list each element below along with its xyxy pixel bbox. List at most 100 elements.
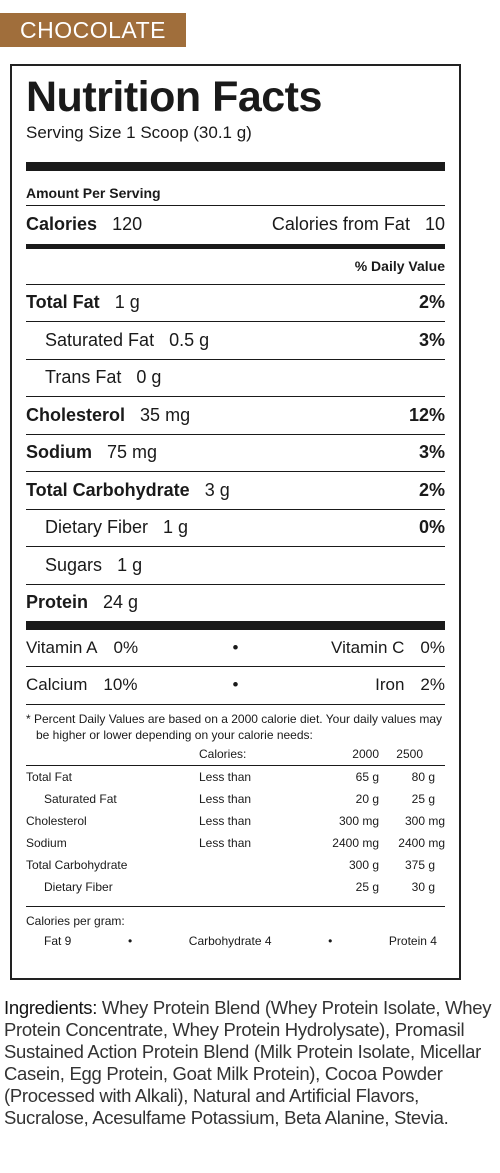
row-value-2500: 30 g — [411, 879, 435, 894]
nutrient-amount: 75 mg — [107, 442, 158, 463]
cpg-protein: Protein 4 — [388, 933, 437, 948]
nutrient-label: Total Fat — [26, 292, 100, 313]
nutrient-label: Protein — [26, 592, 89, 612]
calories-from-fat-value: 10 — [424, 214, 445, 235]
calories-header: Calories: — [199, 746, 247, 761]
bullet-separator: • — [127, 933, 133, 948]
amount-per-serving-row: Amount Per Serving — [26, 171, 445, 206]
divider-thick — [26, 620, 445, 630]
nutrient-row-cholesterol: Cholesterol 35 mg 12% — [26, 397, 445, 435]
calories-per-gram: Calories per gram: Fat 9 • Carbohydrate … — [26, 907, 445, 951]
bullet-separator: • — [328, 933, 333, 948]
row-name: Saturated Fat — [44, 791, 117, 806]
row-value-2000: 300 mg — [338, 813, 379, 828]
row-value-2500: 25 g — [411, 791, 435, 806]
nutrient-label: Sugars — [45, 554, 103, 575]
row-name: Total Fat — [26, 769, 73, 784]
divider-thick — [26, 162, 445, 171]
row-value-2500: 80 g — [411, 769, 435, 784]
ingredients-label: Ingredients: — [4, 997, 98, 1018]
vitamin-value: 2% — [420, 675, 445, 695]
nutrient-dv: 0% — [418, 517, 445, 538]
row-name: Dietary Fiber — [44, 879, 113, 894]
row-value-2000: 25 g — [355, 879, 379, 894]
table-row: Sodium Less than 2400 mg 2400 mg — [26, 832, 445, 854]
row-name: Cholesterol — [26, 813, 87, 828]
col-2500: 2500 — [396, 746, 423, 761]
calories-per-gram-row: Fat 9 • Carbohydrate 4 • Protein 4 — [26, 931, 445, 951]
flavor-badge: CHOCOLATE — [0, 13, 186, 47]
daily-value-header-row: % Daily Value — [26, 249, 445, 285]
footnote-text: * Percent Daily Values are based on a 20… — [26, 711, 443, 742]
vitamin-label: Vitamin C — [331, 637, 405, 657]
nutrient-label: Cholesterol — [26, 404, 126, 425]
nutrient-amount: 35 mg — [140, 404, 191, 425]
vitamin-label: Vitamin A — [26, 637, 98, 657]
row-value-2500: 2400 mg — [398, 835, 445, 850]
nutrient-label: Saturated Fat — [45, 329, 155, 350]
nutrient-dv: 3% — [418, 329, 445, 350]
nutrient-row-total-fat: Total Fat 1 g 2% — [26, 285, 445, 322]
row-qualifier: Less than — [199, 769, 252, 784]
nutrient-row-total-carbohydrate: Total Carbohydrate 3 g 2% — [26, 472, 445, 510]
calories-value: 120 — [112, 214, 143, 235]
table-row: Total Fat Less than 65 g 80 g — [26, 765, 445, 788]
table-header-row: Calories: 2000 2500 — [26, 743, 445, 766]
calories-from-fat-label: Calories from Fat — [271, 214, 410, 235]
nutrient-amount: 0.5 g — [169, 329, 210, 350]
bullet-separator: • — [232, 637, 239, 657]
row-name: Sodium — [26, 835, 67, 850]
row-name: Total Carbohydrate — [26, 857, 128, 872]
daily-value-table: Calories: 2000 2500 Total Fat Less than … — [26, 743, 445, 898]
table-row: Cholesterol Less than 300 mg 300 mg — [26, 810, 445, 832]
nutrient-dv: 2% — [418, 479, 445, 500]
serving-size: Serving Size 1 Scoop (30.1 g) — [26, 123, 252, 142]
daily-value-header: % Daily Value — [354, 258, 445, 274]
nutrient-row-sugars: Sugars 1 g — [26, 547, 445, 585]
vitamin-value: 0% — [420, 637, 445, 657]
nutrient-amount: 1 g — [117, 554, 143, 575]
nutrient-label: Dietary Fiber — [45, 517, 149, 538]
nutrient-amount: 1 g — [163, 517, 189, 538]
vitamin-value: 10% — [103, 675, 138, 695]
amount-per-serving-label: Amount Per Serving — [26, 185, 161, 201]
nutrient-label: Total Carbohydrate — [26, 479, 190, 500]
nutrition-facts-panel: Nutrition Facts Serving Size 1 Scoop (30… — [10, 64, 461, 980]
nutrient-row-sodium: Sodium 75 mg 3% — [26, 435, 445, 472]
panel-title: Nutrition Facts — [26, 73, 322, 121]
footnote-section: * Percent Daily Values are based on a 20… — [26, 705, 445, 951]
calories-per-gram-label: Calories per gram: — [26, 913, 125, 928]
table-row: Dietary Fiber 25 g 30 g — [26, 876, 445, 898]
nutrient-amount: 3 g — [204, 479, 230, 500]
nutrient-row-saturated-fat: Saturated Fat 0.5 g 3% — [26, 322, 445, 360]
vitamin-label: Iron — [375, 675, 405, 695]
col-2000: 2000 — [352, 746, 379, 761]
bullet-separator: • — [232, 675, 239, 695]
nutrient-label: Trans Fat — [45, 367, 122, 388]
nutrient-row-dietary-fiber: Dietary Fiber 1 g 0% — [26, 510, 445, 547]
cpg-fat: Fat 9 — [44, 933, 72, 948]
row-value-2000: 300 g — [348, 857, 379, 872]
nutrient-dv: 3% — [418, 442, 445, 463]
nutrient-amount: 0 g — [136, 367, 162, 388]
table-row: Saturated Fat Less than 20 g 25 g — [26, 788, 445, 810]
row-value-2000: 2400 mg — [332, 835, 379, 850]
row-value-2500: 375 g — [404, 857, 435, 872]
vitamin-row-1: Vitamin A 0% • Vitamin C 0% — [26, 630, 445, 667]
row-qualifier — [199, 876, 319, 898]
nutrient-label: Sodium — [26, 442, 92, 463]
vitamin-label: Calcium — [26, 675, 88, 695]
row-qualifier: Less than — [199, 813, 252, 828]
nutrient-row-protein: Protein 24 g — [26, 585, 445, 621]
cpg-carbohydrate: Carbohydrate 4 — [188, 933, 272, 948]
row-value-2000: 20 g — [355, 791, 379, 806]
row-qualifier — [199, 854, 319, 876]
vitamin-row-2: Calcium 10% • Iron 2% — [26, 667, 445, 705]
ingredients-text: Whey Protein Blend (Whey Protein Isolate… — [4, 997, 492, 1128]
ingredients: Ingredients: Whey Protein Blend (Whey Pr… — [4, 997, 494, 1129]
table-row: Total Carbohydrate 300 g 375 g — [26, 854, 445, 876]
nutrient-dv: 12% — [408, 404, 445, 425]
row-qualifier: Less than — [199, 835, 252, 850]
calories-row: Calories 120 Calories from Fat 10 — [26, 206, 445, 244]
nutrient-dv: 2% — [418, 292, 445, 313]
